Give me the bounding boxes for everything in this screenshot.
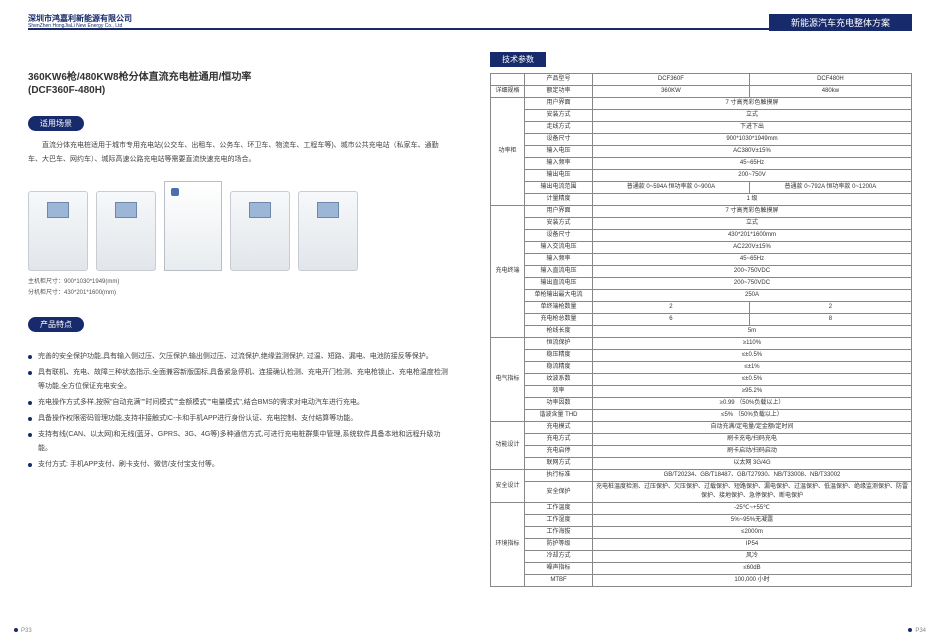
features-heading: 产品特点 [28,317,84,332]
company-name: 深圳市鸿嘉利新能源有限公司 [28,14,132,23]
params-heading: 技术参数 [490,52,546,67]
cabinet-image [164,181,222,271]
header-right: 新能源汽车充电整体方案 [470,14,912,30]
spec-table: 产品型号DCF360FDCF480H详细规格额定功率360KW480kw功率柜用… [490,73,912,587]
feature-item: 具有联机、充电、故障三种状态指示,全面兼容新版国标,具备紧急停机、连接确认检测、… [28,366,450,394]
header-left: 深圳市鸿嘉利新能源有限公司 ShenZhen HongJiaLi New Ene… [28,14,470,30]
scene-heading: 适用场景 [28,116,84,131]
product-images [28,179,450,271]
charger-image [28,191,88,271]
charger-image [298,191,358,271]
company-name-en: ShenZhen HongJiaLi New Energy Co., Ltd [28,23,470,29]
page-number-right: P34 [908,628,926,634]
charger-image [96,191,156,271]
dimensions: 主机柜尺寸：900*1030*1949(mm) 分机柜尺寸：430*201*16… [28,277,450,299]
feature-item: 具备操作权限密码管理功能,支持非接触式IC-卡和手机APP进行身份认证、充电控制… [28,412,450,426]
product-title: 360KW6枪/480KW8枪分体直流充电桩通用/恒功率 [28,68,450,83]
charger-image [230,191,290,271]
scene-description: 直流分体充电桩适用于城市专用充电站(公交车、出租车、公务车、环卫车、物流车、工程… [28,139,450,167]
page-right: 新能源汽车充电整体方案 技术参数 产品型号DCF360FDCF480H详细规格额… [470,0,940,642]
product-model: (DCF360F-480H) [28,85,450,96]
feature-item: 支持有线(CAN、以太网)和无线(蓝牙、GPRS、3G、4G等)多种通信方式,可… [28,428,450,456]
right-content: 技术参数 产品型号DCF360FDCF480H详细规格额定功率360KW480k… [490,52,912,587]
feature-item: 充电操作方式多样,按照"自动充满""时间模式""金额模式""电量模式",结合BM… [28,396,450,410]
page-spread: 深圳市鸿嘉利新能源有限公司 ShenZhen HongJiaLi New Ene… [0,0,940,642]
page-number-left: P33 [14,628,32,634]
feature-item: 支付方式: 手机APP支付、刷卡支付、微信/支付宝支付等。 [28,458,450,472]
features-list: 完善的安全保护功能,具有输入侧过压、欠压保护,输出侧过压、过流保护,绝缘监测保护… [28,350,450,472]
left-content: 360KW6枪/480KW8枪分体直流充电桩通用/恒功率 (DCF360F-48… [28,68,450,472]
feature-item: 完善的安全保护功能,具有输入侧过压、欠压保护,输出侧过压、过流保护,绝缘监测保护… [28,350,450,364]
dim-sub: 分机柜尺寸：430*201*1600(mm) [28,288,450,299]
dim-main: 主机柜尺寸：900*1030*1949(mm) [28,277,450,288]
banner-title: 新能源汽车充电整体方案 [769,14,912,31]
page-left: 深圳市鸿嘉利新能源有限公司 ShenZhen HongJiaLi New Ene… [0,0,470,642]
